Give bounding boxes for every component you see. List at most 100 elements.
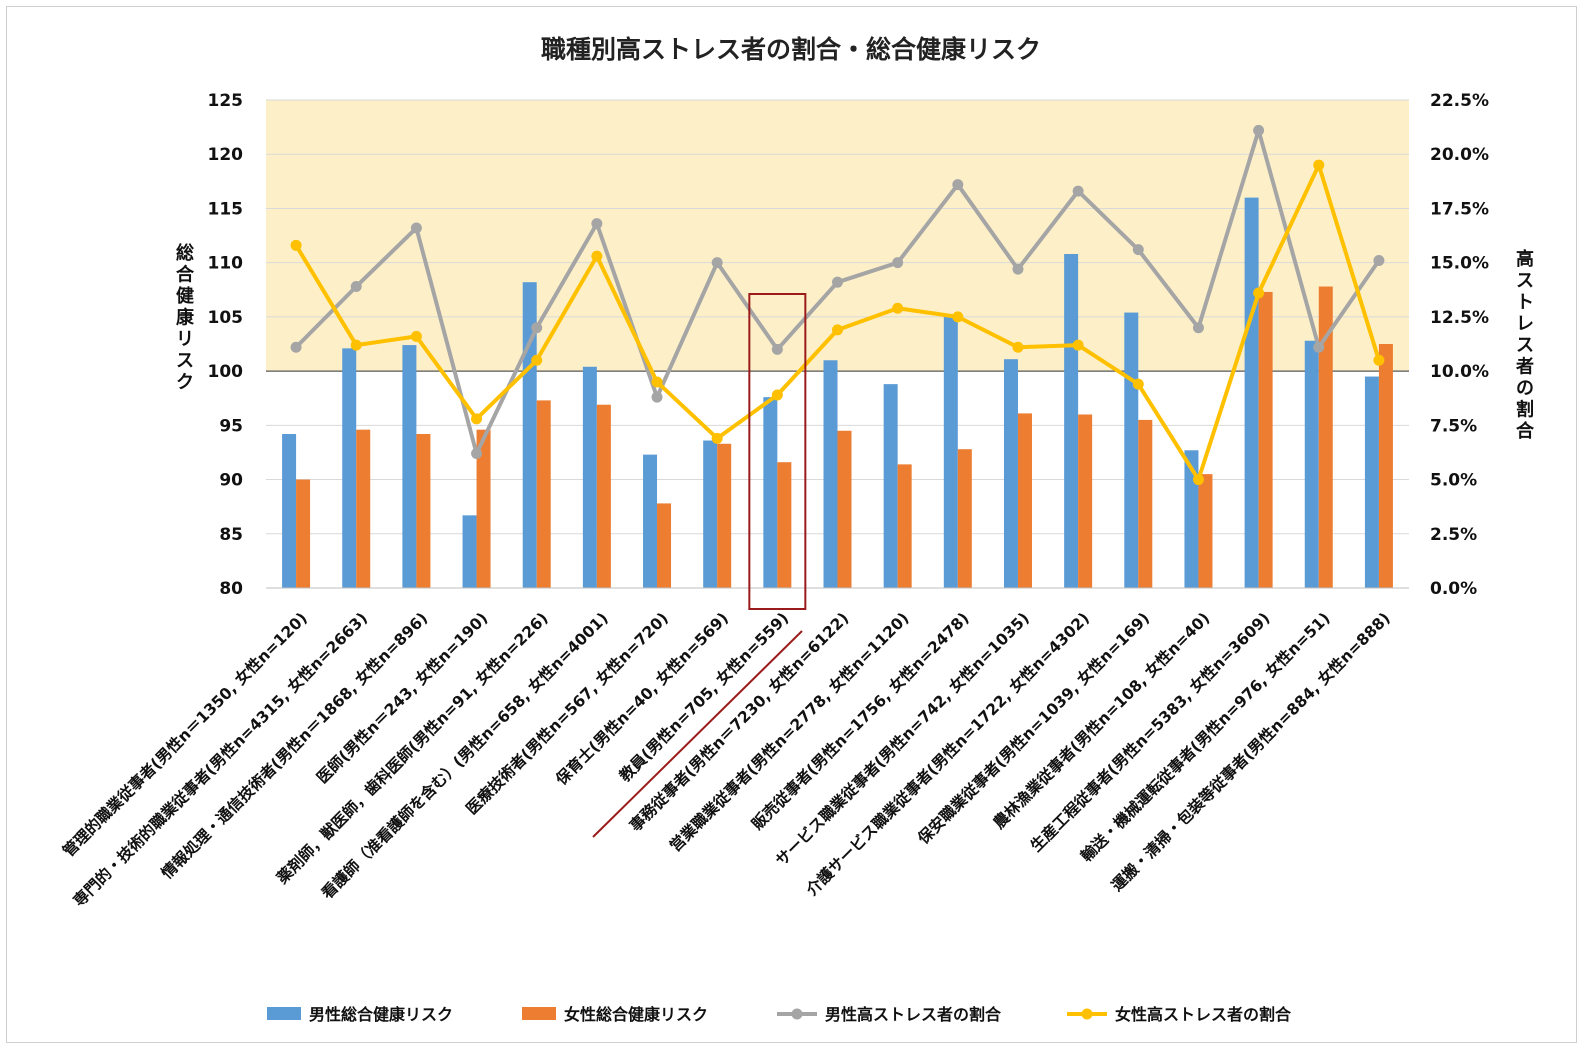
- bar-male-risk: [883, 384, 898, 588]
- legend-label: 女性総合健康リスク: [564, 1005, 708, 1024]
- bar-male-risk: [282, 434, 297, 588]
- x-category-label: 専門的・技術的職業従事者(男性n=4315, 女性n=2663): [69, 608, 371, 910]
- legend-swatch-bar: [267, 1007, 301, 1020]
- y-left-tick-label: 125: [208, 91, 244, 111]
- bar-female-risk: [1318, 286, 1333, 588]
- x-category-label: 販売従事者(男性n=1756, 女性n=2478): [748, 608, 973, 833]
- point-female-stress: [1072, 339, 1084, 351]
- bar-male-risk: [342, 348, 357, 588]
- point-male-stress: [1253, 124, 1265, 136]
- chart-svg: 職種別高ストレス者の割合・総合健康リスク 125 120 115 110 105 100 9…: [59, 35, 1535, 1024]
- point-male-stress: [771, 343, 783, 355]
- y-right-tick-label: 0.0%: [1430, 579, 1477, 599]
- legend-swatch-marker: [791, 1008, 803, 1020]
- point-female-stress: [892, 302, 904, 314]
- bar-male-risk: [1003, 359, 1018, 588]
- legend-swatch-bar: [522, 1007, 556, 1020]
- point-male-stress: [1072, 185, 1084, 197]
- bar-female-risk: [837, 430, 852, 588]
- point-female-stress: [350, 339, 362, 351]
- x-category-label: 介護サービス職業従事者(男性n=1722, 女性n=4302): [801, 608, 1093, 900]
- point-male-stress: [1313, 341, 1325, 353]
- legend-swatch-marker: [1081, 1008, 1093, 1020]
- bar-female-risk: [1258, 291, 1273, 588]
- bar-male-risk: [1124, 312, 1139, 588]
- y-right-tick-label: 12.5%: [1430, 308, 1489, 328]
- y-left-tick-label: 120: [208, 145, 244, 165]
- point-female-stress: [1192, 474, 1204, 486]
- point-male-stress: [1132, 244, 1144, 256]
- bar-female-risk: [476, 429, 491, 588]
- bar-female-risk: [777, 462, 792, 588]
- y-left-tick-label: 115: [208, 199, 244, 219]
- bar-female-risk: [1378, 344, 1393, 588]
- y-left-tick-label: 110: [208, 254, 244, 274]
- point-male-stress: [290, 341, 302, 353]
- point-male-stress: [1373, 254, 1385, 266]
- y-right-tick-label: 22.5%: [1430, 91, 1489, 111]
- point-male-stress: [591, 218, 603, 230]
- legend-label: 男性総合健康リスク: [309, 1005, 453, 1024]
- y-left-axis-title: 総合健康リスク: [176, 242, 195, 393]
- bar-male-risk: [823, 360, 838, 588]
- bar-male-risk: [462, 515, 477, 588]
- bar-female-risk: [957, 449, 972, 588]
- point-male-stress: [711, 257, 723, 269]
- point-female-stress: [1373, 354, 1385, 366]
- point-female-stress: [771, 389, 783, 401]
- point-male-stress: [952, 179, 964, 191]
- bar-female-risk: [897, 464, 912, 588]
- y-right-tick-label: 2.5%: [1430, 525, 1477, 545]
- bar-male-risk: [582, 366, 597, 588]
- point-male-stress: [1192, 322, 1204, 334]
- y-left-tick-label: 80: [219, 579, 243, 599]
- bar-male-risk: [1364, 376, 1379, 588]
- bar-male-risk: [1064, 253, 1079, 589]
- bar-male-risk: [643, 454, 658, 588]
- point-male-stress: [410, 222, 422, 234]
- point-male-stress: [531, 322, 543, 334]
- point-female-stress: [531, 354, 543, 366]
- point-female-stress: [591, 250, 603, 262]
- y-right-axis-title: 高ストレス者の割合: [1515, 248, 1535, 442]
- point-male-stress: [350, 281, 362, 293]
- bar-female-risk: [1138, 419, 1153, 588]
- x-category-label: 看護師（准看護師を含む）(男性n=658, 女性n=4001): [318, 608, 612, 902]
- point-female-stress: [1012, 341, 1024, 353]
- point-male-stress: [471, 448, 483, 460]
- point-female-stress: [471, 413, 483, 425]
- y-right-tick-label: 15.0%: [1430, 254, 1489, 274]
- point-female-stress: [651, 376, 663, 388]
- point-female-stress: [711, 432, 723, 444]
- bar-female-risk: [416, 434, 431, 588]
- bar-female-risk: [356, 429, 371, 588]
- x-category-label: 事務従事者(男性n＝7230, 女性n=6122): [625, 608, 852, 835]
- highlight-underline-teacher: [592, 630, 803, 838]
- bar-male-risk: [1184, 450, 1199, 588]
- point-male-stress: [1012, 263, 1024, 275]
- highlight-box-teacher: [748, 293, 807, 610]
- bar-female-risk: [717, 443, 732, 588]
- y-right-tick-label: 17.5%: [1430, 199, 1489, 219]
- point-female-stress: [1132, 378, 1144, 390]
- bar-male-risk: [1304, 340, 1319, 588]
- bar-male-risk: [763, 397, 778, 588]
- bar-female-risk: [1017, 413, 1032, 588]
- bar-male-risk: [402, 345, 417, 588]
- y-left-tick-label: 95: [219, 416, 243, 436]
- bar-female-risk: [657, 503, 672, 588]
- legend-label: 男性高ストレス者の割合: [825, 1005, 1002, 1024]
- bar-male-risk: [1244, 197, 1259, 588]
- y-right-tick-label: 5.0%: [1430, 471, 1477, 491]
- y-left-tick-label: 105: [208, 308, 244, 328]
- y-right-tick-label: 20.0%: [1430, 145, 1489, 165]
- x-category-label: 農林漁業従事者(男性n=108, 女性n=40): [989, 608, 1213, 832]
- point-female-stress: [1253, 287, 1265, 299]
- y-left-tick-label: 100: [208, 362, 244, 382]
- y-right-tick-label: 7.5%: [1430, 416, 1477, 436]
- x-category-label: 運搬・清掃・包装等従事者(男性n=884, 女性n=888): [1107, 608, 1394, 895]
- chart-title: 職種別高ストレス者の割合・総合健康リスク: [541, 35, 1041, 64]
- x-category-label: 管理的職業従事者(男性n＝1350, 女性n=120): [59, 608, 311, 860]
- legend-label: 女性高ストレス者の割合: [1115, 1005, 1292, 1024]
- y-left-tick-label: 85: [219, 525, 243, 545]
